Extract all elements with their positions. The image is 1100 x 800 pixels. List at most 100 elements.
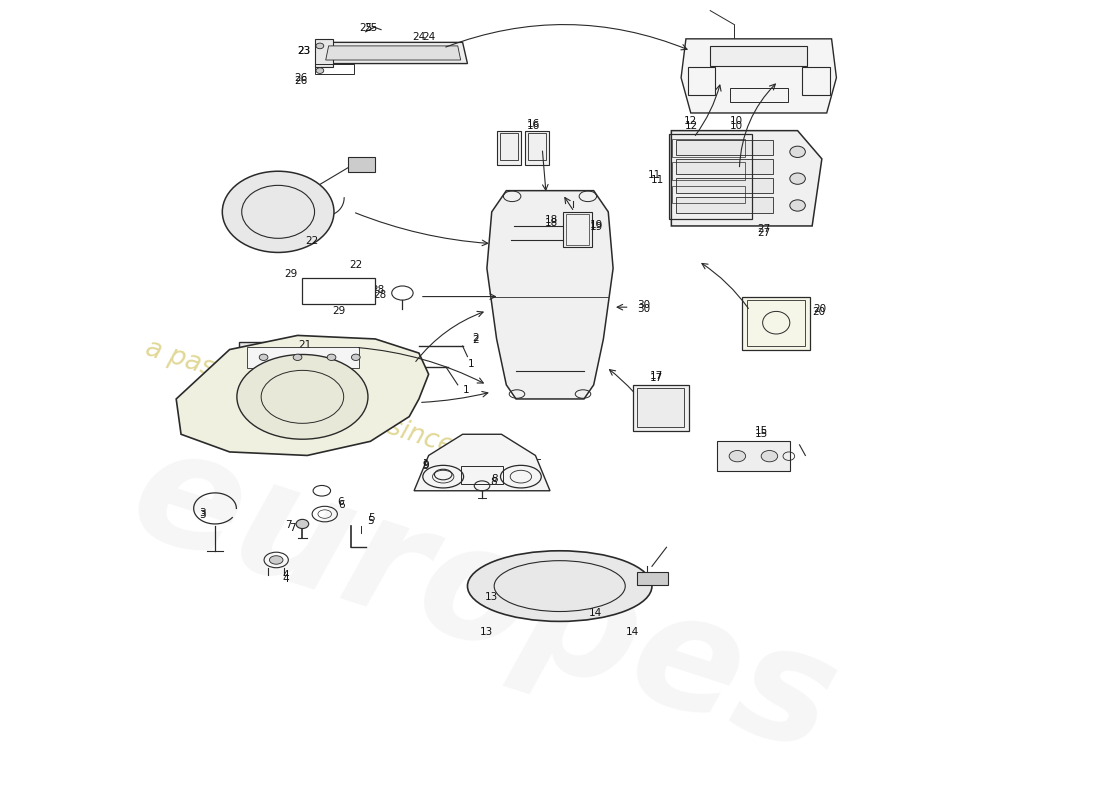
Bar (672, 186, 745, 203)
Bar (565, 214, 588, 245)
Text: 21: 21 (299, 339, 312, 350)
Text: 5: 5 (368, 514, 375, 523)
Text: 25: 25 (359, 23, 372, 34)
Ellipse shape (236, 354, 367, 439)
Ellipse shape (316, 43, 323, 49)
Text: 28: 28 (372, 285, 385, 294)
Polygon shape (322, 42, 468, 63)
Text: 12: 12 (684, 121, 697, 130)
Text: 14: 14 (588, 608, 603, 618)
Text: 3: 3 (199, 510, 206, 521)
Text: a passion for parts since 1985: a passion for parts since 1985 (142, 336, 529, 483)
Bar (717, 442, 790, 471)
Bar (632, 385, 689, 430)
Bar (302, 278, 375, 304)
Text: 10: 10 (730, 117, 743, 126)
Ellipse shape (270, 556, 283, 564)
Text: 3: 3 (199, 508, 206, 518)
Bar (688, 67, 715, 95)
Text: ◁: ◁ (310, 286, 318, 296)
Text: 24: 24 (412, 32, 426, 42)
Bar (637, 388, 684, 427)
Text: 26: 26 (294, 76, 307, 86)
Text: 27: 27 (757, 225, 770, 234)
Bar (240, 342, 371, 372)
Bar (676, 159, 773, 174)
Text: 25: 25 (364, 23, 377, 34)
Bar (711, 46, 807, 66)
Text: 22: 22 (349, 260, 362, 270)
Bar (676, 140, 773, 155)
Polygon shape (671, 130, 822, 226)
Text: 9: 9 (422, 460, 429, 470)
Bar (802, 67, 829, 95)
Text: 27: 27 (757, 228, 770, 238)
Text: 15: 15 (755, 426, 768, 436)
Polygon shape (487, 190, 613, 399)
Ellipse shape (316, 68, 323, 74)
Bar (729, 88, 788, 102)
Text: 5: 5 (367, 516, 374, 526)
Bar (637, 572, 669, 585)
Text: 6: 6 (337, 497, 343, 507)
Text: 29: 29 (284, 269, 298, 279)
Bar (747, 300, 805, 346)
Text: 6: 6 (338, 500, 344, 510)
Text: 18: 18 (544, 215, 558, 226)
Bar (315, 39, 332, 67)
Ellipse shape (296, 519, 309, 529)
Text: 10: 10 (730, 121, 743, 130)
Text: 18: 18 (544, 218, 558, 228)
Ellipse shape (222, 171, 334, 253)
Text: 22: 22 (306, 237, 319, 246)
Text: 29: 29 (332, 306, 345, 317)
Text: 1: 1 (463, 385, 470, 394)
Ellipse shape (327, 354, 336, 361)
Text: 7: 7 (285, 520, 292, 530)
Text: 19: 19 (590, 219, 603, 230)
Text: 8: 8 (492, 474, 498, 484)
Text: 13: 13 (485, 592, 498, 602)
Ellipse shape (790, 146, 805, 158)
Text: 11: 11 (648, 170, 661, 180)
Text: 12: 12 (683, 117, 696, 126)
Bar (670, 134, 752, 219)
Bar (676, 197, 773, 213)
Ellipse shape (468, 550, 652, 622)
Text: 20: 20 (813, 304, 826, 314)
Text: 4: 4 (283, 570, 289, 581)
Bar (562, 212, 592, 247)
Text: 4: 4 (283, 574, 289, 584)
Text: 24: 24 (422, 32, 436, 42)
Text: 26: 26 (294, 73, 307, 82)
Text: europes: europes (113, 414, 854, 786)
Ellipse shape (790, 173, 805, 184)
Text: 2: 2 (472, 335, 478, 346)
Polygon shape (414, 434, 550, 490)
Ellipse shape (351, 354, 360, 361)
Text: 1: 1 (468, 358, 474, 369)
Bar (525, 130, 549, 165)
Text: 13: 13 (481, 627, 494, 637)
Text: 16: 16 (527, 121, 540, 130)
Bar (672, 162, 745, 180)
Text: 20: 20 (813, 307, 825, 317)
Bar (676, 178, 773, 194)
Bar (742, 297, 811, 350)
Ellipse shape (761, 450, 778, 462)
Text: 17: 17 (650, 374, 663, 383)
Text: 7: 7 (289, 523, 296, 533)
Text: 30: 30 (638, 303, 651, 314)
Text: 30: 30 (638, 300, 651, 310)
Ellipse shape (729, 450, 746, 462)
Polygon shape (681, 39, 836, 113)
Bar (315, 63, 354, 74)
Text: 11: 11 (650, 175, 663, 185)
Text: 14: 14 (626, 627, 639, 637)
Text: 19: 19 (590, 222, 603, 232)
Bar (461, 466, 504, 484)
Text: 16: 16 (527, 118, 540, 129)
Ellipse shape (260, 354, 268, 361)
Ellipse shape (294, 354, 301, 361)
Polygon shape (326, 46, 461, 60)
